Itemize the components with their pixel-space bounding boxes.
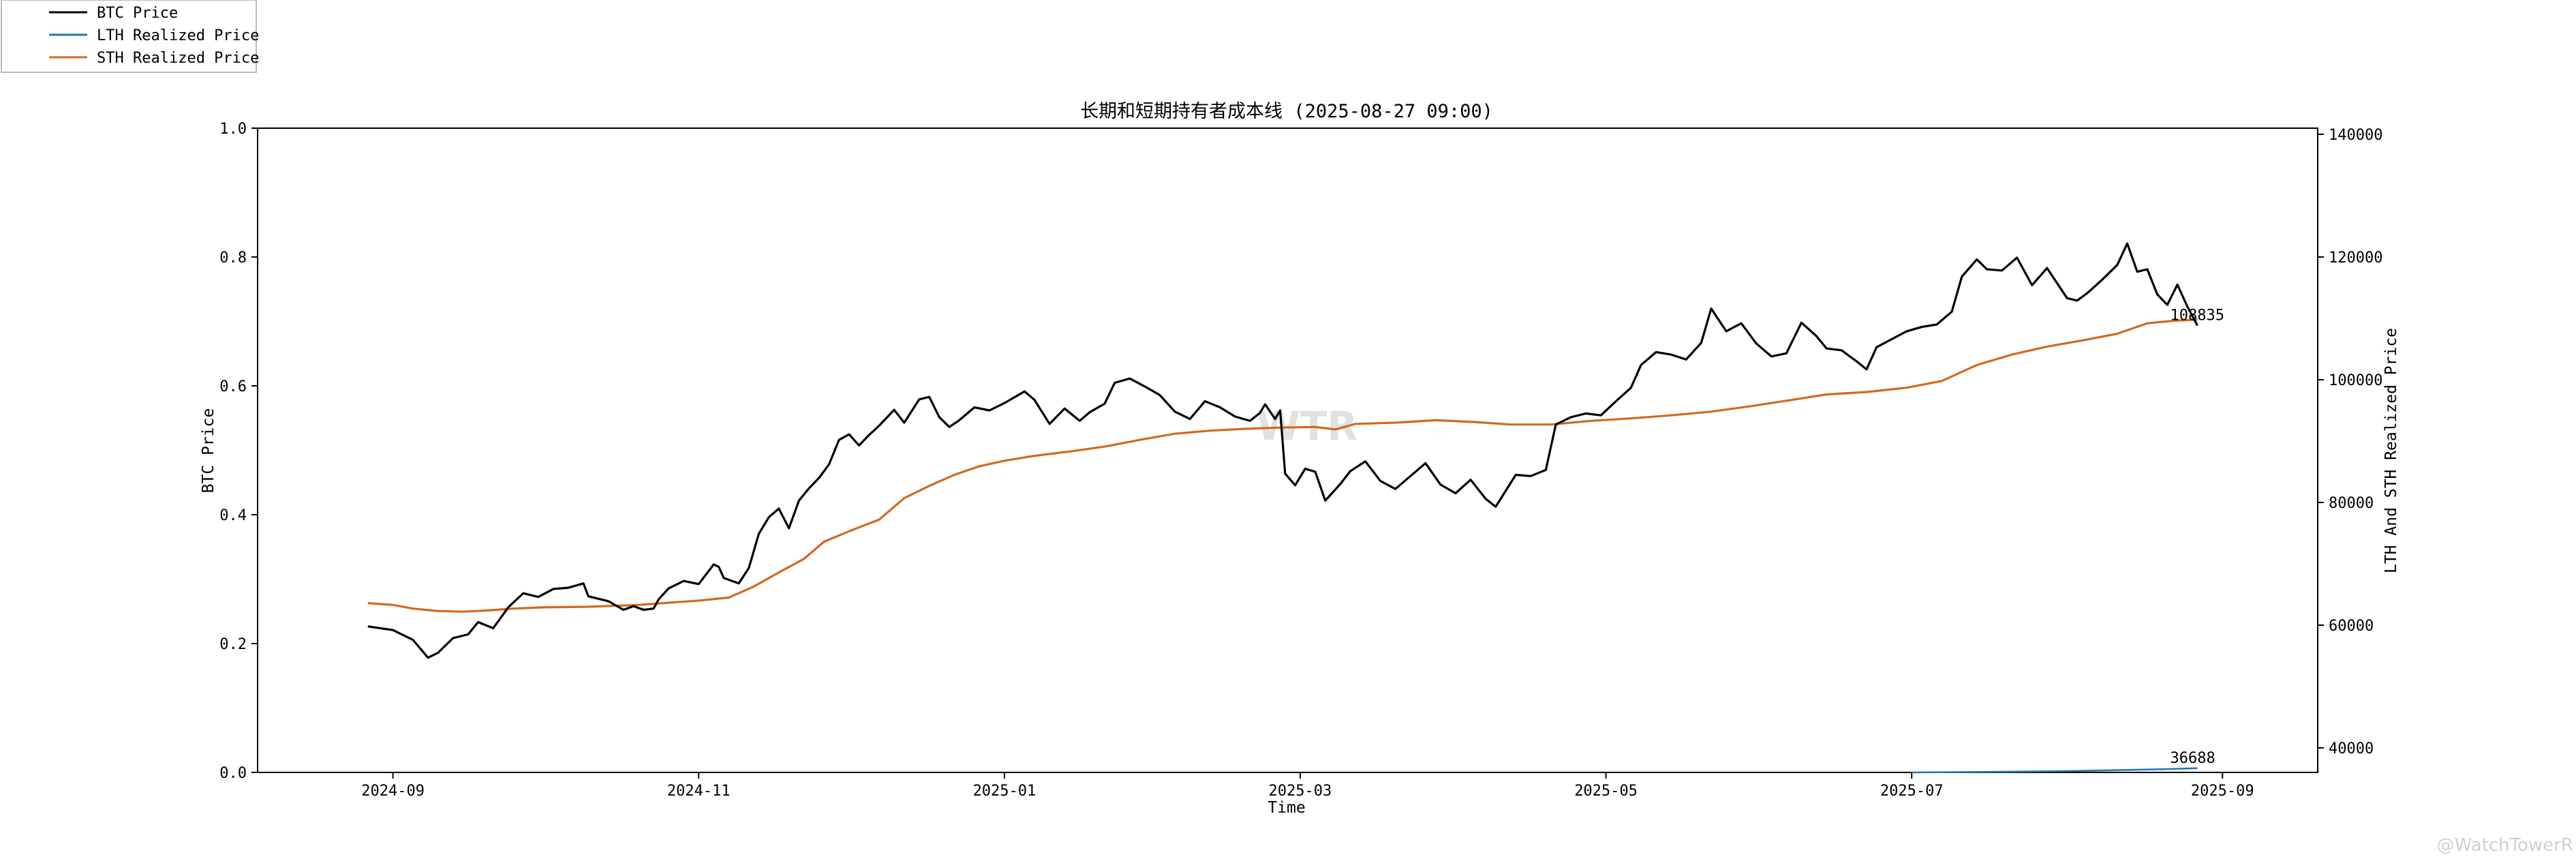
x-axis-label: Time (1268, 799, 1305, 817)
right-tick-label: 80000 (2329, 495, 2374, 512)
legend-label-lth: LTH Realized Price (97, 27, 259, 44)
left-axis-label: BTC Price (200, 408, 217, 494)
x-tick-label: 2025-01 (973, 783, 1037, 800)
legend-label-btc: BTC Price (97, 5, 178, 22)
x-tick-label: 2025-09 (2191, 783, 2254, 800)
left-tick-label: 0.2 (219, 636, 247, 653)
legend: BTC Price LTH Realized Price STH Realize… (1, 0, 259, 73)
chart-title: 长期和短期持有者成本线 (2025-08-27 09:00) (1080, 101, 1493, 122)
series-line-sth-realized-price (367, 318, 2198, 613)
series-line-lth-realized-price (1912, 767, 2198, 774)
right-tick-label: 40000 (2329, 740, 2374, 757)
right-tick-label: 60000 (2329, 618, 2374, 635)
left-tick-label: 0.0 (219, 765, 247, 782)
x-tick-label: 2024-11 (667, 783, 731, 800)
plot-frame (257, 127, 2318, 773)
legend-box (1, 0, 257, 73)
left-tick-label: 0.6 (219, 378, 247, 395)
right-tick-label: 140000 (2329, 127, 2382, 144)
left-tick-label: 1.0 (219, 121, 247, 138)
annotation-last-value: 108835 (2170, 307, 2224, 324)
left-tick-label: 0.8 (219, 250, 247, 267)
legend-label-sth: STH Realized Price (97, 50, 259, 67)
right-axis-label: LTH And STH Realized Price (2382, 328, 2400, 573)
right-tick-label: 120000 (2329, 250, 2382, 267)
x-tick-label: 2025-03 (1269, 783, 1332, 800)
series-layer (367, 242, 2198, 774)
annotation-last-value: 36688 (2170, 750, 2215, 767)
x-tick-label: 2024-09 (361, 783, 425, 800)
series-line-btc-price (367, 242, 2198, 659)
left-tick-label: 0.4 (219, 507, 247, 524)
watermark-corner: @WatchTowerR (2437, 835, 2573, 856)
x-tick-label: 2025-05 (1574, 783, 1638, 800)
axis-ticks: 2024-09 2024-11 2025-01 2025-03 2025-05 2025-… (219, 121, 2382, 800)
annotation-layer: 108835 36688 (2170, 307, 2224, 766)
x-tick-label: 2025-07 (1880, 783, 1944, 800)
right-tick-label: 100000 (2329, 372, 2382, 389)
